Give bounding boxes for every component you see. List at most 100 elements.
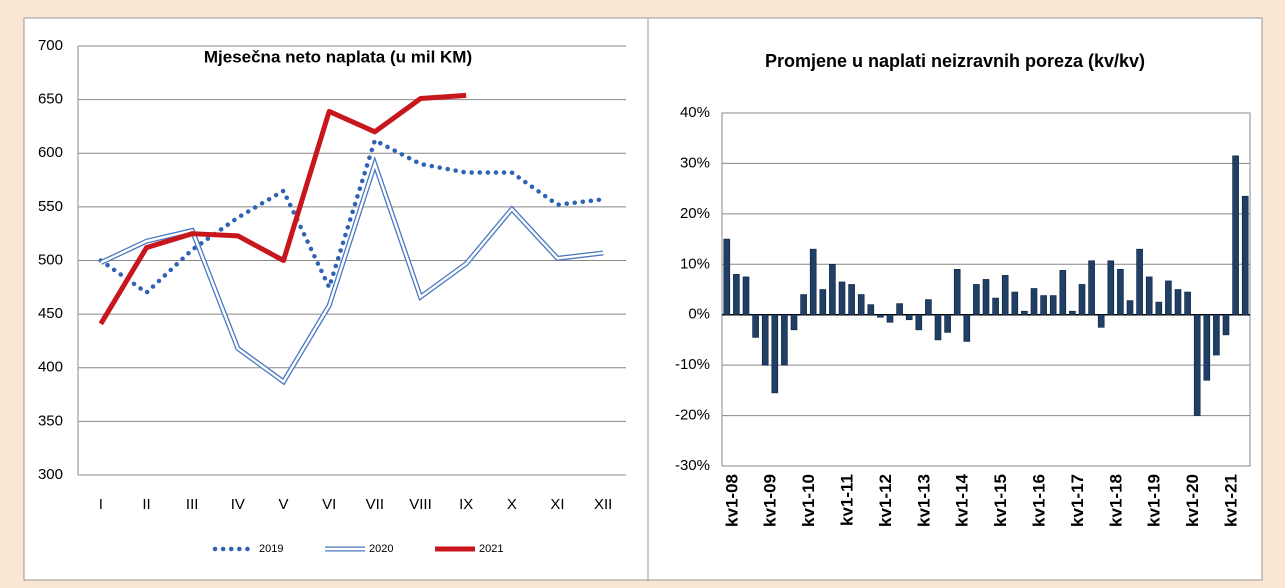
y-tick-label: 650: [38, 91, 63, 108]
x-tick-label: kv1-21: [1221, 474, 1240, 527]
chart-title: Promjene u naplati neizravnih poreza (kv…: [765, 51, 1145, 71]
bar: [1059, 270, 1067, 316]
bar: [896, 303, 903, 316]
x-tick-label: I: [99, 496, 103, 513]
bar: [1011, 291, 1019, 316]
x-tick-label: II: [142, 496, 150, 513]
bar: [761, 314, 769, 366]
bar: [1174, 289, 1182, 316]
bar: [733, 274, 740, 316]
y-tick-label: -20%: [675, 407, 710, 424]
x-tick-label: kv1-12: [876, 474, 895, 527]
x-tick-label: XI: [550, 496, 564, 513]
bar: [905, 314, 913, 321]
bar: [809, 248, 817, 316]
bar: [771, 314, 779, 394]
x-tick-label: VIII: [409, 496, 432, 513]
y-tick-label: 500: [38, 251, 63, 268]
bar: [1097, 314, 1105, 328]
bar: [877, 314, 884, 318]
series-line: [98, 137, 606, 296]
bar: [925, 299, 932, 316]
bar: [1021, 310, 1028, 316]
bar: [790, 314, 798, 331]
bar: [992, 297, 999, 316]
bar: [886, 314, 894, 323]
bar: [1107, 260, 1115, 316]
bar: [1155, 301, 1163, 316]
bar: [848, 284, 855, 316]
y-tick-label: 40%: [680, 104, 710, 121]
x-tick-label: kv1-19: [1145, 474, 1164, 527]
chart-title: Mjesečna neto naplata (u mil KM): [204, 47, 472, 66]
x-tick-label: kv1-11: [837, 474, 856, 526]
bar: [742, 276, 750, 316]
bar: [1203, 314, 1211, 381]
x-tick-label: IV: [231, 496, 245, 513]
bar: [982, 279, 990, 316]
bar: [829, 263, 836, 316]
y-tick-label: 700: [38, 37, 63, 54]
bar: [944, 314, 951, 333]
x-tick-label: kv1-18: [1106, 474, 1125, 527]
x-tick-label: kv1-10: [799, 474, 818, 527]
x-tick-label: III: [186, 496, 199, 513]
left-panel: [23, 17, 649, 581]
bar: [1136, 248, 1143, 316]
y-tick-label: 600: [38, 144, 63, 161]
y-tick-label: 20%: [680, 205, 710, 222]
bar: [1126, 300, 1134, 316]
bar: [838, 281, 846, 316]
bar: [1069, 310, 1076, 316]
bar: [973, 284, 980, 316]
bar: [1222, 314, 1230, 336]
legend-label: 2021: [479, 543, 503, 555]
bar: [1088, 260, 1095, 316]
x-tick-label: XII: [594, 496, 612, 513]
bar: [953, 269, 961, 316]
x-tick-label: X: [507, 496, 517, 513]
y-tick-label: 10%: [680, 255, 710, 272]
bar: [1145, 276, 1153, 316]
line-inner: [100, 160, 604, 384]
bar: [723, 238, 731, 316]
bar: [857, 294, 865, 316]
x-tick-label: kv1-13: [914, 474, 933, 527]
y-tick-label: 450: [38, 305, 63, 322]
bar: [867, 304, 875, 316]
x-tick-label: VI: [322, 496, 336, 513]
series-line: [98, 92, 467, 326]
bar: [800, 294, 807, 316]
y-tick-label: -10%: [675, 356, 710, 373]
y-tick-label: 350: [38, 412, 63, 429]
bar: [915, 314, 923, 331]
bar: [934, 314, 942, 341]
bar: [1184, 291, 1191, 316]
x-tick-label: V: [278, 496, 288, 513]
x-tick-label: kv1-15: [991, 474, 1010, 527]
y-tick-label: 0%: [688, 306, 710, 323]
bar: [1232, 155, 1239, 316]
bar: [1040, 295, 1047, 316]
bar: [1117, 269, 1124, 316]
y-tick-label: 400: [38, 359, 63, 376]
bar: [819, 289, 827, 316]
x-tick-label: kv1-09: [761, 474, 780, 527]
bar: [1049, 295, 1057, 316]
y-tick-label: 550: [38, 198, 63, 215]
x-tick-label: kv1-08: [722, 474, 741, 527]
x-tick-label: kv1-16: [1029, 474, 1048, 527]
y-tick-label: -30%: [675, 457, 710, 474]
x-tick-label: kv1-17: [1068, 474, 1087, 527]
x-tick-label: kv1-14: [953, 473, 972, 526]
bar: [963, 314, 971, 342]
bar: [752, 314, 759, 338]
bar: [781, 314, 788, 366]
bar: [1165, 280, 1172, 316]
bar: [1030, 288, 1038, 316]
legend-label: 2019: [259, 543, 283, 555]
bar: [1001, 275, 1009, 316]
bar: [1213, 314, 1220, 356]
y-tick-label: 300: [38, 466, 63, 483]
